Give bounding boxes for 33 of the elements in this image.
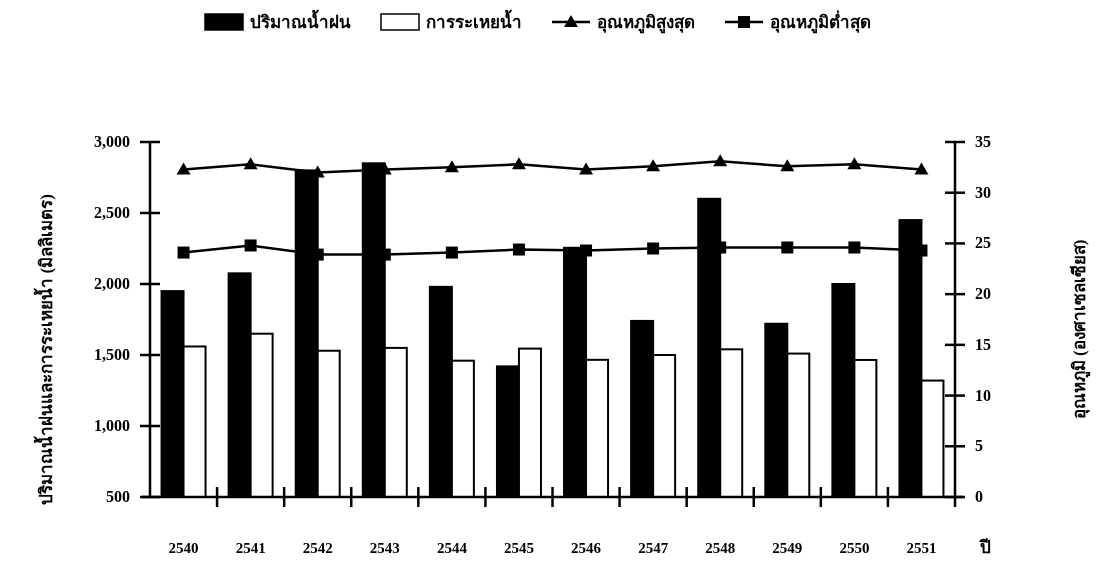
y2-tick-label: 30 [975,183,991,201]
y2-axis-title: อุณหภูมิ (องศาเซลเซียส) [1069,239,1091,420]
y2-tick-label: 25 [975,234,991,252]
x-tick-label: 2547 [638,540,669,556]
y2-tick-label: 0 [975,488,983,505]
x-tick-label: 2550 [839,540,870,556]
x-tick-label: 2549 [772,540,803,556]
y-tick-label: 500 [106,488,130,505]
x-tick-label: 2544 [436,540,468,556]
x-tick-label: 2546 [571,540,602,556]
x-tick-label: 2541 [235,540,266,556]
y2-tick-label: 20 [975,285,991,303]
x-axis-title: ปี [978,537,991,557]
y-tick-label: 1,000 [94,417,130,434]
x-tick-label: 2545 [503,540,534,556]
x-tick-label: 2540 [168,540,199,556]
legend-label: อุณหภูมิสูงสุด [597,13,695,34]
x-tick-label: 2551 [906,540,937,556]
legend-label: การระเหยน้ำ [426,9,522,32]
y2-tick-label: 10 [975,386,991,404]
legend-label: อุณหภูมิต่ำสุด [770,10,871,34]
y2-tick-label: 35 [975,133,991,150]
y-tick-label: 3,000 [94,133,130,150]
y-axis-title: ปริมาณน้ำฝนและการระเหยน้ำ (มิลลิเมตร) [33,194,56,505]
y-tick-label: 1,500 [94,346,130,363]
y2-tick-label: 5 [975,437,983,455]
x-tick-label: 2543 [369,540,400,556]
x-tick-label: 2542 [302,540,333,556]
y-tick-label: 2,000 [94,275,130,292]
legend-label: ปริมาณน้ำฝน [250,9,351,32]
y-tick-label: 2,500 [94,204,130,221]
x-tick-label: 2548 [705,540,736,556]
y2-tick-label: 15 [975,335,991,353]
